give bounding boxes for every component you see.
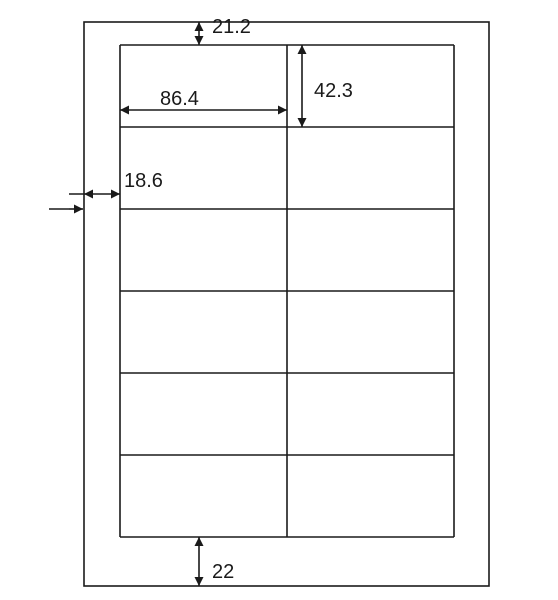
dim-top-margin: 21.2	[212, 16, 251, 39]
dim-bottom-margin: 22	[212, 561, 234, 584]
dim-cell-height: 42.3	[314, 80, 353, 103]
dim-left-margin: 18.6	[124, 170, 163, 193]
dim-cell-width: 86.4	[160, 88, 199, 111]
diagram-canvas	[0, 0, 558, 600]
